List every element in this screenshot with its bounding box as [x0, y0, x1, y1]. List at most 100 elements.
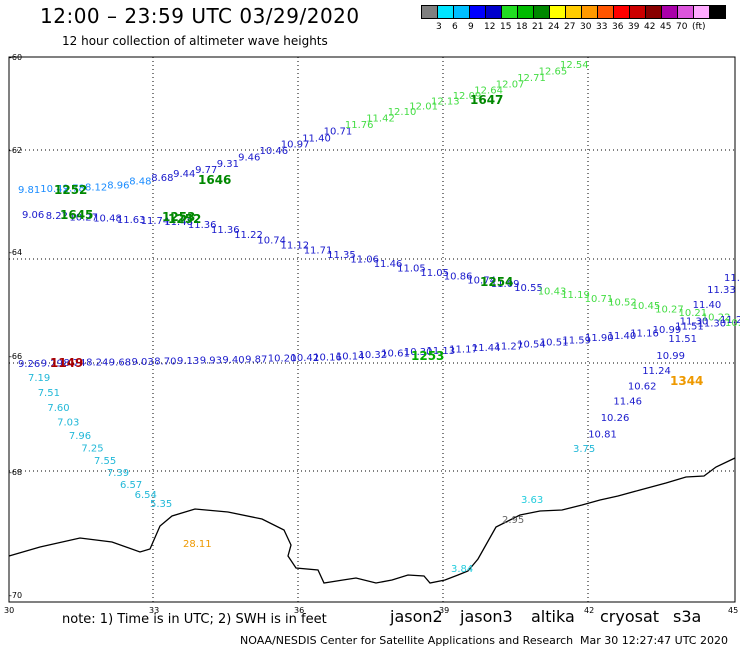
wave-label: 11.76	[345, 120, 374, 131]
wave-label: 11.06	[350, 255, 379, 266]
wave-label: 11.51	[668, 334, 697, 345]
legend-label: 18	[516, 22, 528, 32]
wave-label: 10.26	[601, 413, 630, 424]
wave-label: 11.36	[188, 220, 217, 231]
wave-label: 10.20	[268, 354, 297, 365]
wave-label: 7.96	[69, 431, 91, 442]
legend-label: 24	[548, 22, 560, 32]
wave-label: 10.61	[381, 349, 410, 360]
track-d: 7.19 7.51 7.60 7.03 7.967.25 7.557.396.576.54…	[28, 373, 172, 510]
legend-label: 30	[580, 22, 592, 32]
legend-label: 33	[596, 22, 608, 32]
wave-label: 12.71	[517, 73, 546, 84]
wave-label: 11.05	[420, 268, 449, 279]
wave-label: 7.03	[57, 418, 79, 429]
wave-label: 11.2	[724, 273, 740, 284]
wave-label: 7.55	[94, 456, 116, 467]
satellite-altika: altika	[531, 607, 575, 626]
wave-label: 10.54	[517, 339, 546, 350]
legend-label: 6	[452, 22, 458, 32]
wave-label: 8.70	[154, 357, 176, 368]
wave-label: 8.48	[129, 177, 151, 188]
wave-label: 11.51	[675, 322, 704, 333]
wave-label: 8.68	[151, 173, 173, 184]
lon-label: 36	[294, 606, 304, 615]
satellite-jason2: jason2	[390, 607, 443, 626]
wave-label: 10.20	[725, 318, 740, 329]
credit-org: NOAA/NESDIS Center for Satellite Applica…	[240, 634, 574, 647]
wave-label: 9.81	[18, 185, 40, 196]
satellite-s3a: s3a	[673, 607, 702, 626]
wave-label: 11.71	[304, 246, 333, 257]
lat-label: -62	[9, 146, 22, 155]
wave-label: 7.19	[28, 373, 50, 384]
time-label: 1252	[168, 212, 201, 226]
wave-label: 12.54	[560, 60, 589, 71]
wave-label: 6.57	[120, 480, 142, 491]
wave-label: 10.22	[702, 313, 731, 324]
time-label: 1344	[670, 374, 703, 388]
wave-label: 10.21	[679, 308, 708, 319]
wave-label: 11.48	[164, 217, 193, 228]
wave-label: 11.74	[141, 216, 170, 227]
wave-label: 8.96	[107, 181, 129, 192]
wave-label: 11.90	[585, 333, 614, 344]
wave-label: 2.95	[502, 515, 524, 526]
wave-label: 10.42	[291, 353, 320, 364]
wave-label: 10.42	[40, 184, 69, 195]
wave-label: 10.30	[404, 347, 433, 358]
time-labels: 1252 1646 1645 1253 1647 1254 1344 1149 …	[50, 93, 703, 388]
wave-label: 12.13	[431, 96, 460, 107]
wave-label: 11.30	[698, 318, 727, 329]
wave-label: 11.27	[495, 341, 524, 352]
wave-label: 10.74	[257, 235, 286, 246]
wave-label: 11.19	[561, 290, 590, 301]
wave-label: 11.09	[491, 279, 520, 290]
time-label: 1253	[162, 210, 195, 224]
wave-label: 11.13	[427, 346, 456, 357]
wave-label: 10.99	[653, 325, 682, 336]
wave-label: 6.54	[135, 490, 157, 501]
time-label: 1647	[470, 93, 503, 107]
wave-label: 11.40	[302, 133, 331, 144]
wave-label: 8.12	[85, 183, 107, 194]
wave-label: 7.39	[107, 468, 129, 479]
wave-label: 12.10	[388, 107, 417, 118]
wave-label: 11.30	[680, 316, 709, 327]
wave-label: 11.24	[642, 366, 671, 377]
wave-label: 10.32	[359, 350, 388, 361]
legend-label: 42	[644, 22, 656, 32]
wave-label: 10.97	[281, 140, 310, 151]
wave-label: 9.03	[132, 357, 154, 368]
wave-label: 10.48	[93, 214, 122, 225]
wave-label: 8.74	[63, 358, 85, 369]
wave-label: 9.40	[222, 355, 244, 366]
wave-label: 10.62	[628, 381, 657, 392]
wave-label: 10.16	[313, 352, 342, 363]
wave-label: 10.71	[585, 294, 614, 305]
wave-label: 9.44	[173, 169, 195, 180]
lat-label: -70	[9, 591, 22, 600]
wave-label: 9.46	[238, 153, 260, 164]
wave-label: 9.26	[18, 359, 40, 370]
wave-label: 10.74	[467, 275, 496, 286]
color-legend	[421, 5, 726, 19]
satellite-jason3: jason3	[460, 607, 513, 626]
legend-label: 27	[564, 22, 576, 32]
wave-label: 9.06	[22, 210, 44, 221]
wave-label: 11.17	[449, 344, 478, 355]
wave-label: 3.75	[573, 444, 595, 455]
wave-label: 11.36	[211, 225, 240, 236]
wave-label: 11.35	[327, 250, 356, 261]
wave-label: 9.87	[245, 354, 267, 365]
wave-label: 12.09	[453, 91, 482, 102]
wave-label: 9.68	[109, 357, 131, 368]
grid-lines	[9, 57, 735, 602]
wave-label: 28.11	[183, 539, 212, 550]
page-title: 12:00 – 23:59 UTC 03/29/2020	[40, 4, 360, 28]
wave-label: 11.46	[374, 259, 403, 270]
wave-label: 11.16	[630, 329, 659, 340]
legend-label: 39	[628, 22, 640, 32]
wave-label: 12.64	[474, 85, 503, 96]
